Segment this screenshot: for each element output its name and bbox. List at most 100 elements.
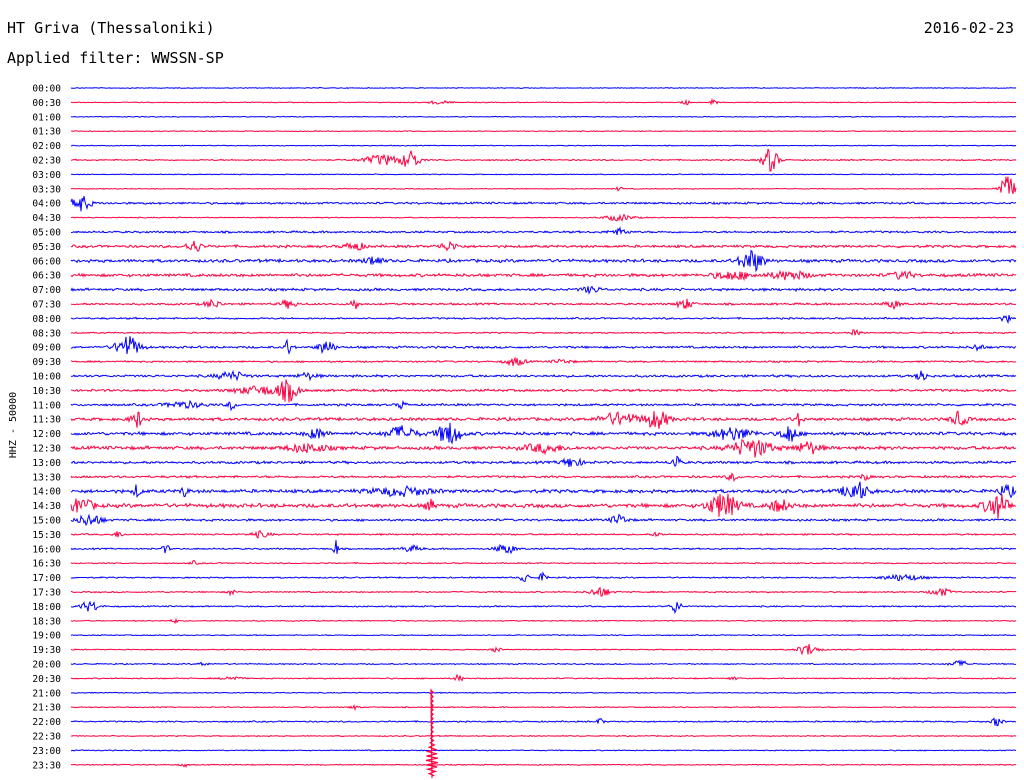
- trace-row: [70, 213, 1017, 222]
- time-label: 06:30: [32, 271, 61, 282]
- trace-row: [70, 438, 1017, 458]
- trace-row: [70, 410, 1017, 429]
- trace-row: [70, 97, 1017, 106]
- time-label: 10:00: [32, 372, 61, 383]
- time-label: 14:30: [32, 501, 61, 512]
- time-label: 20:00: [32, 660, 61, 671]
- time-label: 06:00: [32, 256, 61, 267]
- trace-row: [70, 529, 1017, 539]
- time-label: 17:30: [32, 588, 61, 599]
- trace-row: [70, 399, 1017, 412]
- trace-row: [70, 455, 1017, 468]
- trace-row: [70, 329, 1017, 336]
- time-label: 05:00: [32, 228, 61, 239]
- time-label: 10:30: [32, 386, 61, 397]
- date-label: 2016-02-23: [923, 19, 1014, 37]
- time-label: 13:30: [32, 472, 61, 483]
- time-label: 19:00: [32, 631, 61, 642]
- trace-row: [70, 472, 1017, 483]
- time-label: 01:00: [32, 112, 61, 123]
- time-label: 12:30: [32, 444, 61, 455]
- trace-row: [70, 734, 1017, 738]
- trace-row: [70, 356, 1017, 367]
- trace-row: [70, 540, 1017, 555]
- time-label: 08:30: [32, 328, 61, 339]
- time-label: 16:00: [32, 544, 61, 555]
- time-label: 02:30: [32, 156, 61, 167]
- trace-row: [70, 269, 1017, 282]
- time-label: 23:00: [32, 746, 61, 757]
- time-label: 22:30: [32, 732, 61, 743]
- trace-row: [70, 148, 1017, 172]
- trace-row: [70, 481, 1017, 499]
- time-label: 18:00: [32, 602, 61, 613]
- filter-label: Applied filter: WWSSN-SP: [7, 49, 224, 67]
- time-label: 09:00: [32, 343, 61, 354]
- trace-row: [70, 717, 1017, 727]
- time-label: 00:30: [32, 98, 61, 109]
- time-label: 03:30: [32, 184, 61, 195]
- time-label: 17:00: [32, 573, 61, 584]
- trace-row: [70, 314, 1017, 325]
- trace-row: [70, 173, 1017, 176]
- time-label: 15:30: [32, 530, 61, 541]
- time-label: 22:00: [32, 717, 61, 728]
- trace-row: [70, 298, 1017, 311]
- trace-row: [70, 226, 1017, 235]
- trace-row: [70, 493, 1017, 519]
- time-label: 00:00: [32, 84, 61, 95]
- time-label: 21:30: [32, 703, 61, 714]
- time-label: 12:00: [32, 429, 61, 440]
- time-label: 13:00: [32, 458, 61, 469]
- trace-row: [70, 195, 1017, 212]
- trace-row: [70, 763, 1017, 768]
- time-label: 04:00: [32, 199, 61, 210]
- time-label: 23:30: [32, 760, 61, 771]
- trace-row: [70, 144, 1017, 147]
- time-label: 05:30: [32, 242, 61, 253]
- time-label: 20:30: [32, 674, 61, 685]
- large-event-spike: [425, 688, 439, 779]
- trace-row: [70, 691, 1017, 694]
- channel-label: HHZ - 50000: [8, 392, 19, 458]
- trace-row: [70, 673, 1017, 682]
- trace-row: [70, 422, 1017, 445]
- trace-row: [70, 617, 1017, 625]
- time-label: 02:00: [32, 141, 61, 152]
- time-label: 11:30: [32, 415, 61, 426]
- trace-row: [70, 240, 1017, 253]
- trace-row: [70, 130, 1017, 133]
- trace-row: [70, 749, 1017, 752]
- trace-row: [70, 513, 1017, 527]
- time-label: 18:30: [32, 616, 61, 627]
- time-label: 08:00: [32, 314, 61, 325]
- time-label: 16:30: [32, 559, 61, 570]
- trace-row: [70, 659, 1017, 667]
- trace-row: [70, 703, 1017, 712]
- time-label: 11:00: [32, 400, 61, 411]
- trace-row: [70, 115, 1017, 118]
- trace-row: [70, 571, 1017, 583]
- time-label: 03:00: [32, 170, 61, 181]
- time-label: 19:30: [32, 645, 61, 656]
- time-label: 21:00: [32, 688, 61, 699]
- trace-row: [70, 249, 1017, 273]
- trace-row: [70, 559, 1017, 565]
- station-title: HT Griva (Thessaloniki): [7, 19, 215, 37]
- trace-row: [70, 86, 1017, 90]
- trace-row: [70, 369, 1017, 382]
- trace-row: [70, 600, 1017, 615]
- time-label: 07:30: [32, 300, 61, 311]
- trace-row: [70, 643, 1017, 656]
- time-label: 01:30: [32, 127, 61, 138]
- time-label: 07:00: [32, 285, 61, 296]
- time-labels: 00:00 00:30 01:00 01:30 02:00 02:30 03:00 03:30…: [32, 84, 61, 772]
- time-label: 04:30: [32, 213, 61, 224]
- trace-row: [70, 285, 1017, 295]
- large-event-trace: [425, 688, 439, 779]
- trace-row: [70, 379, 1017, 403]
- trace-row: [70, 336, 1017, 355]
- time-label: 14:00: [32, 487, 61, 498]
- trace-row: [70, 176, 1017, 195]
